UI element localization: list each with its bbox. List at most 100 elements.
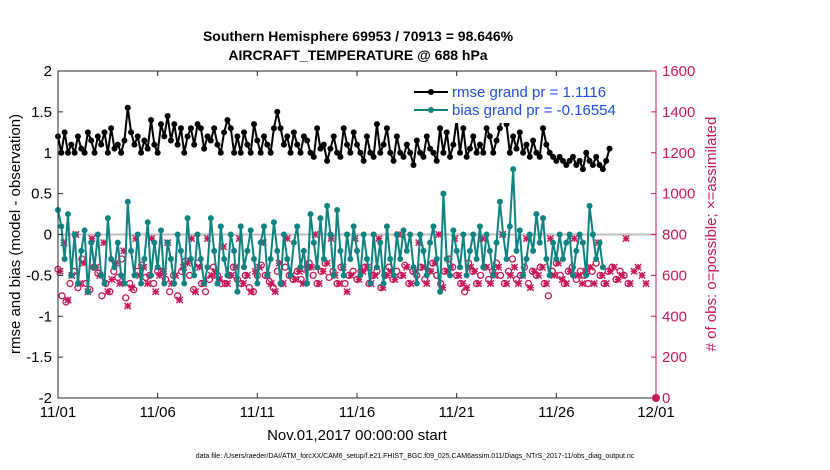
bias-point xyxy=(493,239,500,246)
obs-assimilated-point xyxy=(494,263,503,271)
bias-point xyxy=(350,223,357,230)
obs-assimilated-point xyxy=(343,288,351,296)
rmse-point xyxy=(490,149,497,156)
bias-point xyxy=(443,256,450,263)
rmse-point xyxy=(377,149,384,156)
rmse-point xyxy=(593,153,600,160)
obs-assimilated-point xyxy=(534,271,543,280)
rmse-point xyxy=(363,133,370,140)
obs-assimilated-point xyxy=(590,279,598,288)
rmse-point xyxy=(280,141,287,148)
rmse-point xyxy=(533,149,540,156)
bias-point xyxy=(433,256,440,263)
rmse-point xyxy=(563,162,570,169)
rmse-point xyxy=(161,133,168,140)
obs-possible-point xyxy=(62,298,70,306)
obs-assimilated-point xyxy=(347,271,355,280)
rmse-point xyxy=(320,141,327,148)
bias-point xyxy=(526,231,533,238)
bias-point xyxy=(204,264,211,271)
bias-point xyxy=(241,264,248,271)
bias-point xyxy=(383,223,390,230)
bias-point xyxy=(71,231,78,238)
obs-assimilated-point xyxy=(622,234,630,243)
rmse-point xyxy=(417,149,424,156)
bias-point xyxy=(88,239,95,246)
obs-assimilated-point xyxy=(510,263,519,271)
bias-point xyxy=(593,256,600,263)
rmse-point xyxy=(128,129,135,136)
rmse-point xyxy=(324,157,331,164)
obs-assimilated-point xyxy=(538,263,547,271)
x-axis: 11/01 11/06 11/11 11/16 11/21 11/26 12/01 xyxy=(40,71,675,421)
bias-point xyxy=(506,223,513,230)
bias-point xyxy=(337,247,344,254)
bias-point xyxy=(344,231,351,238)
rmse-point xyxy=(344,141,351,148)
x-axis-label: Nov.01,2017 00:00:00 start xyxy=(267,427,448,444)
bias-point xyxy=(201,280,208,287)
obs-possible-point xyxy=(165,288,174,296)
obs-assimilated-point xyxy=(526,283,535,292)
bias-point xyxy=(367,280,374,287)
obs-assimilated-point xyxy=(598,271,606,280)
bias-point xyxy=(390,272,397,279)
legend-box xyxy=(412,81,644,123)
obs-assimilated-point xyxy=(108,275,116,284)
obs-assimilated-point xyxy=(423,279,431,288)
rmse-point xyxy=(510,133,517,140)
bias-point xyxy=(124,198,131,205)
rmse-point xyxy=(540,125,547,132)
bias-point xyxy=(520,272,527,279)
rmse-point xyxy=(81,149,88,156)
bias-point xyxy=(393,231,400,238)
rmse-point xyxy=(234,133,241,140)
x-tick-label: 11/21 xyxy=(438,404,474,421)
y-left-tick-label: -2 xyxy=(39,390,52,407)
bias-point xyxy=(91,264,98,271)
obs-assimilated-point xyxy=(239,279,248,288)
obs-assimilated-point xyxy=(435,230,443,239)
rmse-point xyxy=(513,145,520,152)
bias-point xyxy=(304,280,311,287)
rmse-point xyxy=(181,149,188,156)
rmse-point xyxy=(207,137,214,144)
rmse-point xyxy=(546,149,553,156)
bias-point xyxy=(260,223,267,230)
rmse-point xyxy=(407,149,414,156)
bias-point xyxy=(466,247,473,254)
rmse-point xyxy=(287,149,294,156)
obs-assimilated-point xyxy=(586,263,594,271)
obs-assimilated-point xyxy=(570,234,578,243)
rmse-point xyxy=(576,157,583,164)
rmse-point xyxy=(64,149,71,156)
y-right-zero-marker xyxy=(652,394,660,402)
bias-point xyxy=(254,280,261,287)
bias-point xyxy=(161,280,168,287)
bias-series xyxy=(55,166,606,295)
x-tick-label: 11/16 xyxy=(339,404,375,421)
bias-point xyxy=(559,256,566,263)
y-axis-right: 1600 1400 1200 1000 800 600 400 200 0 xyxy=(651,63,695,407)
y-left-tick-label: 1.5 xyxy=(31,104,52,121)
legend-rmse-marker xyxy=(428,89,434,95)
bias-point xyxy=(486,247,493,254)
rmse-point xyxy=(201,145,208,152)
obs-assimilated-point xyxy=(315,279,323,288)
rmse-point xyxy=(297,149,304,156)
obs-assimilated-point xyxy=(454,271,463,280)
rmse-point xyxy=(599,166,606,173)
rmse-point xyxy=(91,149,98,156)
bias-point xyxy=(231,247,238,254)
rmse-point xyxy=(314,125,321,132)
bias-point xyxy=(423,272,430,279)
obs-assimilated-point xyxy=(610,263,618,271)
rmse-point xyxy=(543,141,550,148)
bias-point xyxy=(370,231,377,238)
rmse-point xyxy=(290,129,297,136)
bias-point xyxy=(58,223,65,230)
rmse-point xyxy=(187,125,194,132)
obs-assimilated-point xyxy=(407,279,415,288)
rmse-point xyxy=(74,133,81,140)
rmse-point xyxy=(197,125,204,132)
